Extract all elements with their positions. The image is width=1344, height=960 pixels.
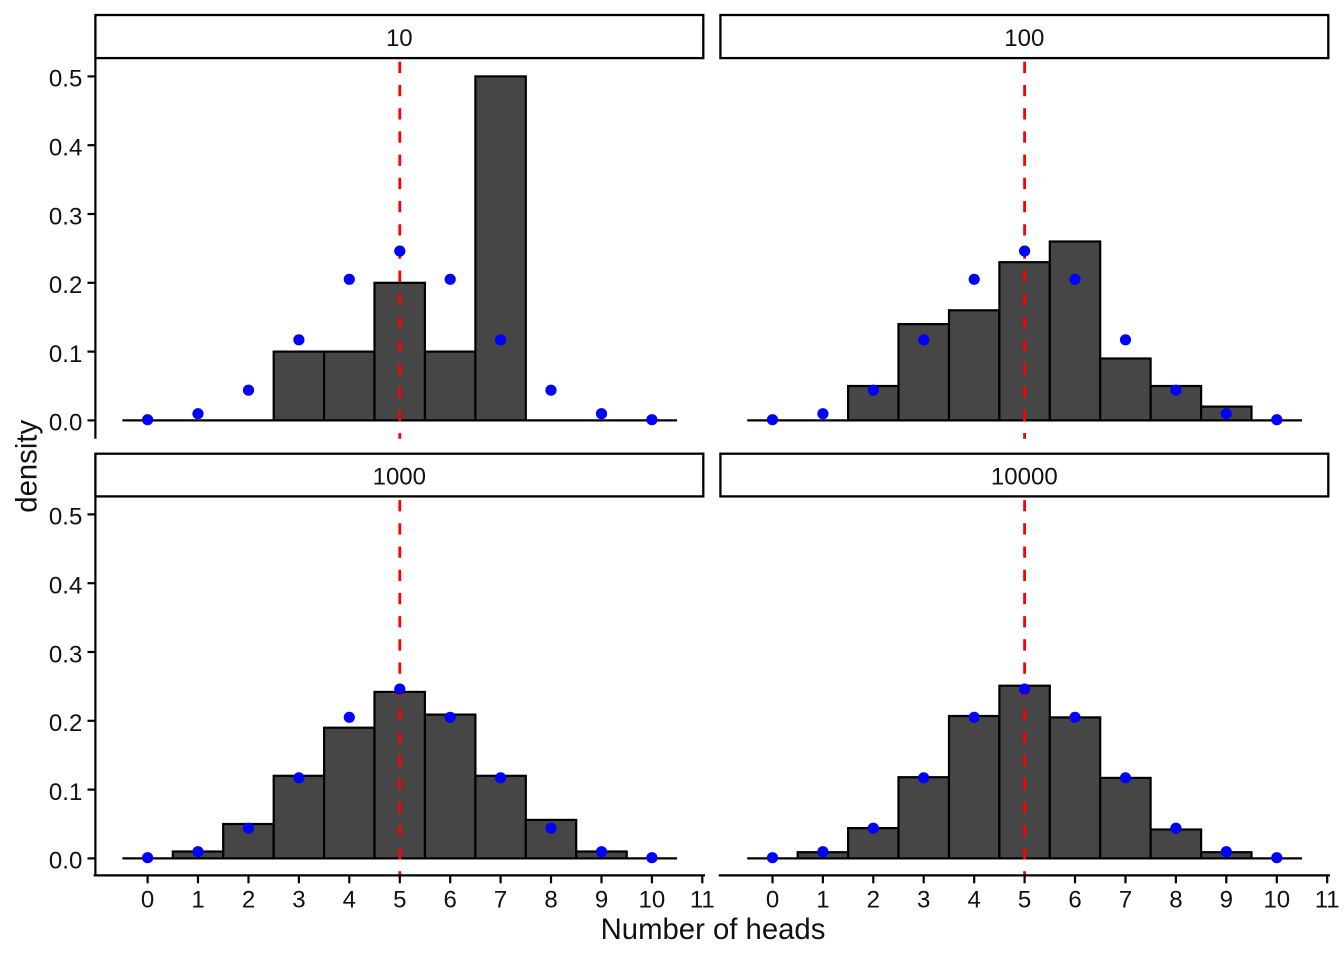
svg-text:3: 3 [292, 886, 305, 913]
svg-text:0.1: 0.1 [49, 341, 82, 368]
svg-text:10: 10 [639, 886, 666, 913]
svg-text:8: 8 [544, 886, 557, 913]
svg-text:10000: 10000 [991, 464, 1058, 491]
svg-text:2: 2 [867, 886, 880, 913]
svg-text:5: 5 [1018, 886, 1031, 913]
svg-text:7: 7 [494, 886, 507, 913]
svg-text:1: 1 [816, 886, 829, 913]
svg-text:0.4: 0.4 [49, 573, 82, 600]
svg-text:3: 3 [917, 886, 930, 913]
svg-text:0: 0 [766, 886, 779, 913]
svg-text:10: 10 [386, 25, 413, 52]
svg-text:100: 100 [1004, 25, 1044, 52]
svg-text:4: 4 [343, 886, 356, 913]
svg-text:density: density [10, 420, 43, 513]
svg-text:4: 4 [968, 886, 981, 913]
svg-text:Number of heads: Number of heads [601, 913, 826, 946]
svg-text:0.3: 0.3 [49, 203, 82, 230]
svg-text:0.3: 0.3 [49, 641, 82, 668]
svg-text:1000: 1000 [373, 464, 426, 491]
svg-text:0.1: 0.1 [49, 779, 82, 806]
svg-text:2: 2 [242, 886, 255, 913]
svg-text:9: 9 [595, 886, 608, 913]
svg-text:5: 5 [393, 886, 406, 913]
svg-text:11: 11 [1315, 886, 1340, 913]
svg-text:11: 11 [690, 886, 715, 913]
svg-text:0.5: 0.5 [49, 66, 82, 93]
svg-text:6: 6 [1068, 886, 1081, 913]
svg-text:7: 7 [1119, 886, 1132, 913]
svg-text:9: 9 [1220, 886, 1233, 913]
svg-text:0.0: 0.0 [49, 848, 82, 875]
svg-text:0: 0 [141, 886, 154, 913]
svg-text:8: 8 [1169, 886, 1182, 913]
svg-text:0.5: 0.5 [49, 504, 82, 531]
svg-text:1: 1 [191, 886, 204, 913]
svg-text:0.0: 0.0 [49, 410, 82, 437]
svg-text:10: 10 [1263, 886, 1290, 913]
svg-text:6: 6 [444, 886, 457, 913]
svg-text:0.2: 0.2 [49, 710, 82, 737]
svg-text:0.4: 0.4 [49, 135, 82, 162]
svg-text:0.2: 0.2 [49, 272, 82, 299]
